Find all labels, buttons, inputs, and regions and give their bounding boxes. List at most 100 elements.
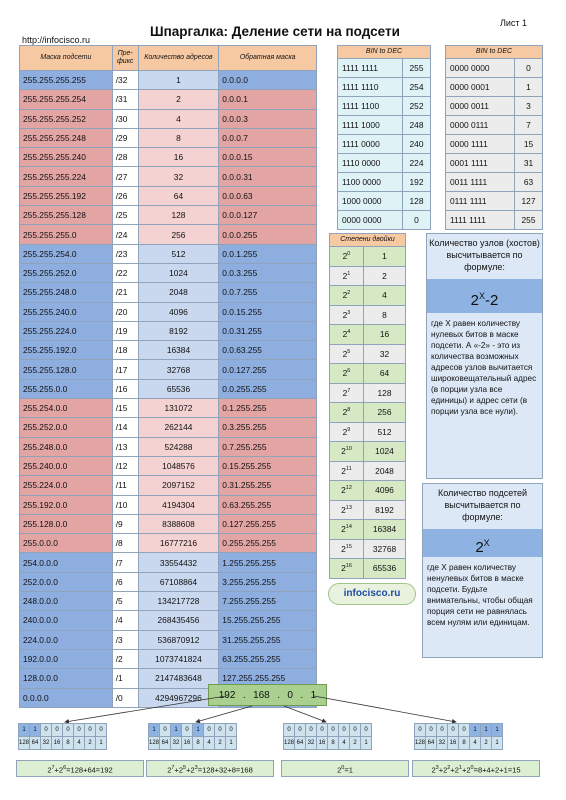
- octet-bits-table: 1 0 1 0 1 0 0 0 128 64 32 16 8 4 2 1: [147, 723, 238, 750]
- decimal-cell: 248: [402, 115, 431, 135]
- octet-equation: 20=1: [281, 760, 409, 777]
- weight-cell: 2: [214, 736, 227, 750]
- subnets-heading: Количество подсетей высчитывается по фор…: [437, 488, 528, 522]
- powers-table: Степени двойки 20 1 21 2 22 4 23 8 24 16 25 32 26 64 2…: [329, 233, 406, 579]
- site-url[interactable]: http://infocisco.ru: [22, 35, 91, 45]
- mask-row: 255.255.254.0/23 512 0.0.1.255: [19, 243, 317, 264]
- bit-cell: 0: [294, 723, 307, 737]
- weight-cell: 32: [305, 736, 318, 750]
- count-cell: 32: [137, 166, 220, 187]
- prefix-cell: /30: [111, 108, 139, 129]
- mask-row: 255.255.255.192/26 64 0.0.0.63: [19, 185, 317, 207]
- binary-cell: 0000 0000: [337, 210, 403, 230]
- sheet-label: Лист 1: [500, 18, 528, 28]
- weight-cell: 2: [480, 736, 493, 750]
- mask-row: 255.0.0.0/8 16777216 0.255.255.255: [19, 533, 317, 554]
- mask-row: 255.255.255.255/32 1 0.0.0.0: [19, 69, 317, 91]
- decimal-cell: 224: [402, 153, 431, 173]
- bit-cell: 0: [73, 723, 86, 737]
- ip-octet: 1: [310, 689, 317, 701]
- mask-row: 128.0.0.0/1 2147483648 127.255.255.255: [19, 668, 317, 689]
- mask-cell: 128.0.0.0: [19, 668, 113, 689]
- prefix-cell: /26: [111, 185, 139, 207]
- hosts-formula-tail: -2: [485, 292, 499, 309]
- inverse-cell: 31.255.255.255: [218, 629, 317, 650]
- power-exponent-cell: 28: [329, 402, 364, 423]
- subnets-info-box: Количество подсетей высчитывается по фор…: [422, 483, 543, 658]
- power-exponent-cell: 24: [329, 324, 364, 345]
- bit-cell: 0: [349, 723, 362, 737]
- bin-row: 1110 0000 224: [337, 153, 431, 173]
- power-row: 28 256: [329, 402, 406, 423]
- binary-cell: 0000 0000: [445, 58, 515, 78]
- count-cell: 262144: [137, 417, 220, 438]
- infocisco-logo[interactable]: infocisco.ru: [328, 583, 416, 605]
- inverse-cell: 0.1.255.255: [218, 398, 317, 419]
- inverse-cell: 0.31.255.255: [218, 475, 317, 496]
- power-row: 212 4096: [329, 480, 406, 501]
- mask-cell: 255.255.255.128: [19, 205, 113, 226]
- binary-cell: 0000 0001: [445, 77, 515, 97]
- power-value-cell: 65536: [363, 558, 406, 579]
- weight-cell: 64: [294, 736, 307, 750]
- decimal-cell: 240: [402, 134, 431, 154]
- prefix-cell: /3: [111, 629, 139, 650]
- decimal-cell: 7: [514, 115, 543, 135]
- prefix-cell: /0: [111, 687, 139, 708]
- weight-cell: 64: [425, 736, 438, 750]
- weight-cell: 2: [84, 736, 97, 750]
- decimal-cell: 0: [402, 210, 431, 230]
- bit-cell: 0: [159, 723, 172, 737]
- count-cell: 67108864: [137, 571, 220, 593]
- bin-a-header: BIN to DEC: [337, 45, 431, 59]
- count-cell: 1048576: [137, 455, 220, 477]
- mask-cell: 255.255.128.0: [19, 359, 113, 380]
- mask-row: 255.255.192.0/18 16384 0.0.63.255: [19, 340, 317, 361]
- weight-cell: 16: [447, 736, 460, 750]
- bit-cell: 0: [40, 723, 53, 737]
- mask-cell: 255.255.255.224: [19, 166, 113, 187]
- inverse-cell: 0.127.255.255: [218, 513, 317, 535]
- decimal-cell: 0: [514, 58, 543, 78]
- power-value-cell: 8192: [363, 499, 406, 520]
- col-mask: Маска подсети: [19, 45, 113, 71]
- decimal-cell: 192: [402, 172, 431, 192]
- bit-cell: 0: [316, 723, 329, 737]
- power-exponent-cell: 211: [329, 460, 364, 481]
- bin-row: 1111 1111 255: [445, 210, 543, 230]
- count-cell: 512: [137, 243, 220, 264]
- exponent: 4: [347, 329, 351, 336]
- inverse-cell: 0.0.0.0: [218, 69, 317, 91]
- weight-cell: 16: [181, 736, 194, 750]
- power-value-cell: 2: [363, 265, 406, 286]
- mask-cell: 255.240.0.0: [19, 455, 113, 477]
- count-cell: 524288: [137, 436, 220, 457]
- bit-cell: 0: [62, 723, 75, 737]
- count-cell: 16: [137, 147, 220, 168]
- mask-cell: 255.255.252.0: [19, 262, 113, 284]
- mask-row: 255.255.240.0/20 4096 0.0.15.255: [19, 301, 317, 322]
- bit-cell: 1: [480, 723, 493, 737]
- bit-cell: 0: [282, 723, 296, 737]
- mask-row: 255.248.0.0/13 524288 0.7.255.255: [19, 436, 317, 457]
- exponent: 6: [347, 368, 351, 375]
- power-value-cell: 4096: [363, 480, 406, 501]
- inverse-cell: 0.7.255.255: [218, 436, 317, 457]
- ip-octet: 0: [287, 689, 293, 701]
- inverse-cell: 0.0.7.255: [218, 282, 317, 303]
- weight-cell: 16: [316, 736, 329, 750]
- power-exponent-cell: 27: [329, 382, 364, 403]
- bin-row: 1111 1100 252: [337, 96, 431, 116]
- bit-cell: 0: [95, 723, 108, 737]
- inverse-cell: 0.63.255.255: [218, 494, 317, 515]
- prefix-cell: /15: [111, 398, 139, 419]
- mask-cell: 255.255.255.255: [19, 69, 113, 91]
- weight-cell: 64: [159, 736, 172, 750]
- bit-cell: 1: [17, 723, 31, 737]
- bin-row: 0000 0000 0: [445, 58, 543, 78]
- bit-cell: 0: [338, 723, 351, 737]
- bin-dec-table-a: BIN to DEC 1111 1111 255 1111 1110 254 1111 …: [337, 45, 431, 230]
- mask-cell: 255.255.192.0: [19, 340, 113, 361]
- exponent: 10: [345, 446, 352, 453]
- weight-cell: 1: [360, 736, 373, 750]
